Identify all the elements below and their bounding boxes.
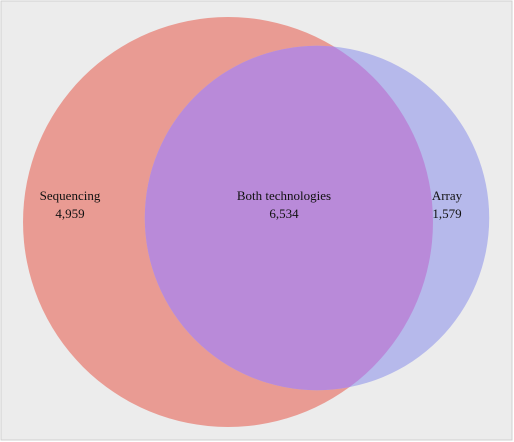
region-value: 1,579 bbox=[432, 206, 461, 221]
overlap bbox=[144, 45, 433, 391]
region-value: 6,534 bbox=[269, 206, 299, 221]
region-label: Array bbox=[432, 188, 463, 203]
region-value: 4,959 bbox=[55, 206, 84, 221]
region-label: Both technologies bbox=[237, 188, 331, 203]
region-label: Sequencing bbox=[40, 188, 101, 203]
